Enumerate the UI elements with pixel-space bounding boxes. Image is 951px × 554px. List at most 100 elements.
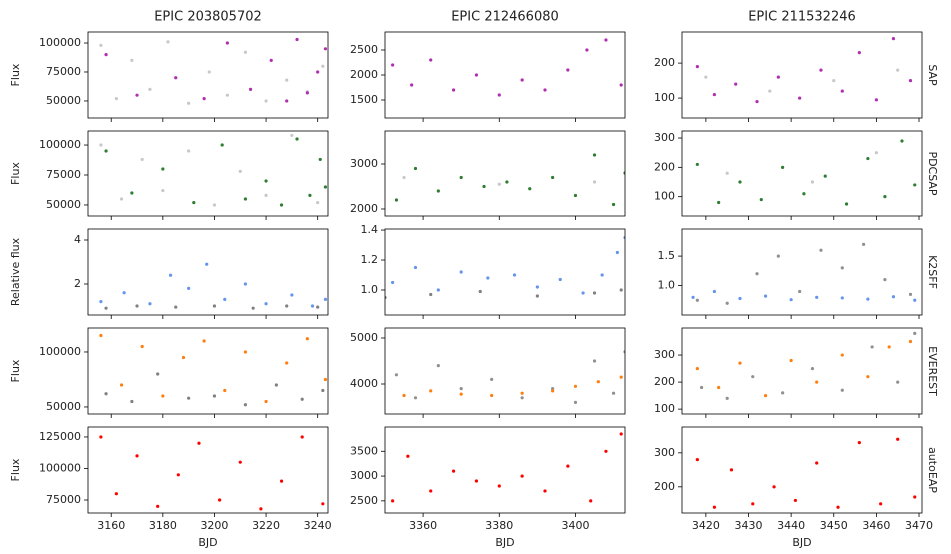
data-point <box>551 387 555 391</box>
data-point <box>223 388 227 393</box>
data-point <box>300 397 304 401</box>
data-point <box>406 454 410 458</box>
data-point <box>192 200 196 205</box>
data-point <box>772 485 776 489</box>
data-point <box>323 377 328 382</box>
data-point <box>486 276 490 280</box>
data-point <box>900 139 904 143</box>
data-point <box>212 304 217 308</box>
data-point <box>725 396 729 400</box>
data-point <box>551 175 555 180</box>
y-tick-label: 1500 <box>350 93 378 106</box>
data-point <box>840 89 844 93</box>
y-tick-label: 75000 <box>46 65 81 78</box>
data-point <box>391 63 395 67</box>
y-tick-label: 2 <box>74 277 81 290</box>
data-point <box>238 460 242 464</box>
data-point <box>166 40 170 44</box>
data-point <box>202 97 206 101</box>
data-point <box>187 101 191 105</box>
data-point <box>212 394 217 398</box>
data-point <box>321 64 325 68</box>
data-point <box>482 184 486 189</box>
data-point <box>251 306 255 310</box>
data-point <box>300 435 304 439</box>
data-point <box>566 464 570 468</box>
data-point <box>413 265 418 270</box>
data-point <box>391 280 395 285</box>
data-point <box>573 384 578 388</box>
data-point <box>429 292 433 297</box>
panel-title: EPIC 203805702 <box>154 10 262 25</box>
x-tick-label: 3420 <box>692 519 720 532</box>
data-point <box>908 292 913 296</box>
data-point <box>611 391 616 395</box>
x-axis-label: BJD <box>495 536 514 549</box>
data-point <box>225 41 229 45</box>
data-point <box>604 38 608 42</box>
data-point <box>187 149 191 153</box>
data-point <box>759 197 763 202</box>
data-point <box>891 295 896 299</box>
data-point <box>413 396 418 400</box>
data-point <box>908 78 913 83</box>
y-tick-label: 200 <box>654 375 675 388</box>
y-tick-label: 1.4 <box>361 223 379 236</box>
data-point <box>135 93 139 97</box>
data-point <box>99 299 103 304</box>
data-point <box>394 373 399 377</box>
y-tick-label: 100000 <box>39 345 81 358</box>
data-point <box>844 202 849 206</box>
data-point <box>734 82 738 86</box>
data-point <box>218 498 222 502</box>
data-point <box>520 474 524 478</box>
data-point <box>840 296 844 300</box>
data-point <box>316 305 320 309</box>
data-point <box>815 295 819 299</box>
data-point <box>497 484 501 488</box>
data-point <box>459 175 463 180</box>
data-point <box>474 73 479 77</box>
data-point <box>528 187 532 191</box>
data-point <box>832 78 836 83</box>
data-point <box>896 68 900 72</box>
data-point <box>908 339 913 344</box>
data-point <box>285 78 289 82</box>
data-point <box>187 396 191 400</box>
data-point <box>243 403 248 407</box>
data-point <box>156 504 160 508</box>
data-point <box>600 273 604 277</box>
data-point <box>866 375 870 379</box>
data-point <box>402 393 406 398</box>
data-point <box>573 193 578 198</box>
data-point <box>459 387 463 391</box>
y-tick-label: 200 <box>654 480 675 493</box>
data-point <box>879 502 883 506</box>
axes-frame <box>681 130 923 217</box>
data-point <box>695 298 699 302</box>
data-point <box>130 191 134 195</box>
data-point <box>695 366 699 371</box>
data-point <box>321 502 325 506</box>
data-point <box>436 288 440 292</box>
data-point <box>755 99 759 104</box>
data-point <box>896 437 900 441</box>
y-tick-label: 75000 <box>46 493 81 506</box>
y-tick-label: 2000 <box>350 68 378 81</box>
data-point <box>122 291 126 295</box>
data-point <box>248 87 253 91</box>
y-tick-label: 100 <box>654 402 675 415</box>
data-point <box>520 78 524 82</box>
data-point <box>810 180 815 184</box>
y-tick-label: 2500 <box>350 494 378 507</box>
data-point <box>104 53 108 57</box>
data-point <box>176 473 180 477</box>
y-tick-label: 100000 <box>39 138 81 151</box>
data-point <box>615 250 619 255</box>
data-point <box>913 495 917 499</box>
data-point <box>755 272 759 276</box>
data-point <box>704 75 708 79</box>
data-point <box>729 468 734 472</box>
row-label: autoEAP <box>926 447 939 493</box>
